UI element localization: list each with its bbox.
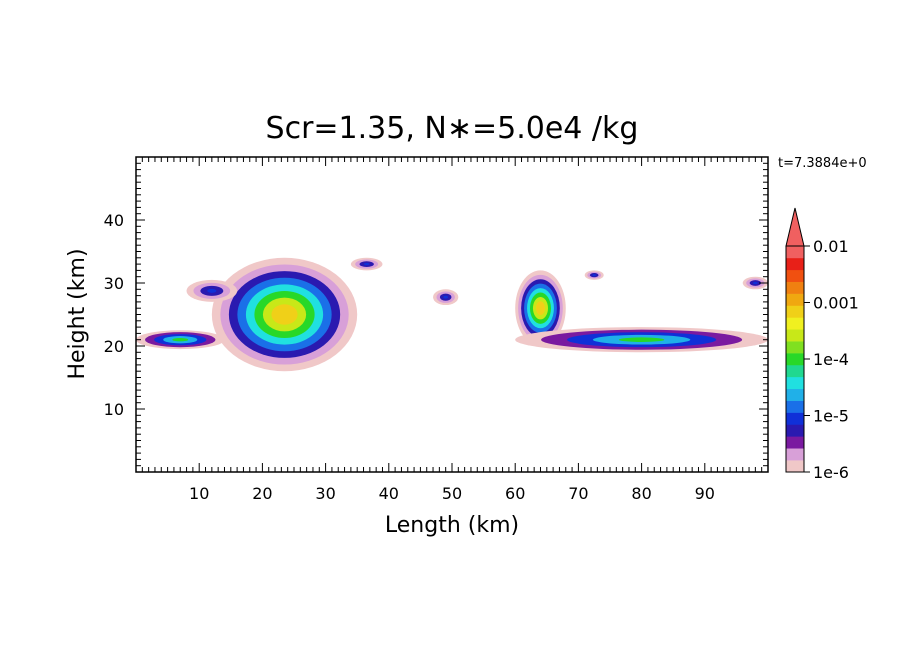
colorbar-segment (786, 257, 804, 271)
colorbar-label: 1e-4 (813, 350, 849, 369)
region-main-cloud-level-7 (271, 304, 298, 325)
time-label: t=7.3884e+0 (778, 156, 867, 171)
colorbar-segment (786, 460, 804, 473)
colorbar-segment (786, 293, 804, 306)
region-patch-36km-level-3 (363, 262, 370, 266)
y-tick-label: 20 (104, 337, 124, 356)
colorbar-segment (786, 376, 804, 390)
x-tick-label: 90 (695, 484, 715, 503)
colorbar-extend-arrow (785, 207, 805, 247)
region-patch-72km-level-3 (592, 274, 596, 277)
y-tick-label: 30 (104, 274, 124, 293)
colorbar-segment (786, 305, 804, 318)
region-left-layer-level-4 (172, 337, 189, 342)
colorbar-label: 1e-5 (813, 407, 849, 426)
colorbar: 0.01 0.001 1e-4 1e-5 1e-6 (785, 207, 859, 482)
colorbar-segment (786, 364, 804, 378)
colorbar-segment (786, 388, 804, 401)
colorbar-segment (786, 269, 804, 282)
y-tick-label: 40 (104, 211, 124, 230)
colorbar-segment (786, 246, 804, 259)
colorbar-segment (786, 400, 804, 413)
colorbar-label: 1e-6 (813, 463, 849, 482)
colorbar-segment (786, 317, 804, 330)
colorbar-label: 0.01 (813, 237, 849, 256)
colorbar-segment (786, 341, 804, 354)
region-patch-98km-level-3 (753, 281, 758, 285)
colorbar-segment (786, 412, 804, 425)
region-cloud-top-left-level-3 (207, 288, 217, 293)
x-tick-label: 50 (442, 484, 462, 503)
x-tick-label: 20 (252, 484, 272, 503)
colorbar-segment (786, 281, 804, 294)
x-tick-label: 40 (379, 484, 399, 503)
x-tick-label: 30 (315, 484, 335, 503)
colorbar-segment (786, 436, 804, 449)
x-tick-label: 80 (631, 484, 651, 503)
x-axis-label: Length (km) (385, 513, 519, 538)
x-tick-label: 10 (189, 484, 209, 503)
plot-area (135, 156, 769, 473)
region-right-layer-level-4 (618, 337, 665, 342)
y-tick-label: 10 (104, 400, 124, 419)
colorbar-segment (786, 329, 804, 342)
data-regions (136, 257, 768, 372)
colorbar-label: 0.001 (813, 294, 859, 313)
colorbar-segment (786, 424, 804, 437)
region-column-65km-level-7 (535, 301, 546, 316)
colorbar-segment (786, 448, 804, 461)
colorbar-segment (786, 353, 804, 366)
y-axis-label: Height (km) (65, 248, 90, 379)
region-patch-50km-level-3 (443, 295, 448, 299)
chart-title: Scr=1.35, N∗=5.0e4 /kg (266, 111, 639, 146)
axis-ticks (136, 157, 768, 472)
x-tick-label: 70 (568, 484, 588, 503)
x-tick-label: 60 (505, 484, 525, 503)
